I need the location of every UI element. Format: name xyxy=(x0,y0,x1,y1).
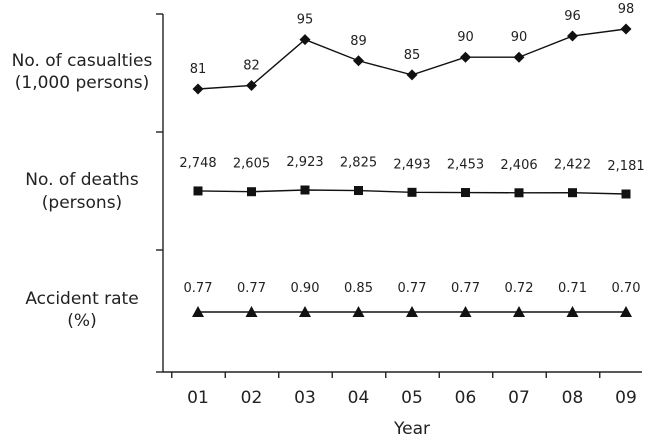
data-point-diamond xyxy=(620,23,632,35)
data-label: 82 xyxy=(243,58,260,73)
axes xyxy=(156,13,642,378)
series-label: No. of deaths xyxy=(25,170,139,190)
data-point-diamond xyxy=(567,30,578,42)
data-label: 95 xyxy=(297,13,314,28)
data-point-diamond xyxy=(246,79,257,91)
x-tick-label: 05 xyxy=(401,388,423,408)
data-point-square xyxy=(407,187,417,197)
x-tick-label: 03 xyxy=(294,388,316,408)
series-label: (%) xyxy=(67,311,96,331)
x-tick-label: 02 xyxy=(241,388,263,408)
data-label: 0.77 xyxy=(398,281,427,296)
data-point-diamond xyxy=(460,51,471,63)
x-tick-label: 09 xyxy=(615,388,637,408)
data-label: 96 xyxy=(564,9,581,24)
data-point-square xyxy=(621,189,631,199)
data-label: 2,748 xyxy=(179,156,216,171)
data-label: 89 xyxy=(350,34,367,49)
data-point-diamond xyxy=(299,34,311,46)
data-point-triangle xyxy=(406,306,418,317)
data-label: 81 xyxy=(190,62,207,77)
data-point-triangle xyxy=(513,306,525,317)
data-label: 0.90 xyxy=(291,281,320,296)
data-point-diamond xyxy=(406,69,418,81)
data-label: 2,605 xyxy=(233,157,270,172)
data-point-triangle xyxy=(192,306,204,317)
data-point-square xyxy=(461,188,470,198)
data-label: 2,825 xyxy=(340,156,377,171)
data-label: 2,422 xyxy=(554,158,591,173)
series-3: 0.77 0.77 0.90 0.85 0.77 0.77 0.72 0.71 0.70 xyxy=(184,281,641,317)
data-label: 0.85 xyxy=(344,281,373,296)
data-point-square xyxy=(300,185,310,195)
data-label: 90 xyxy=(457,30,474,45)
series-label: Accident rate xyxy=(25,289,138,309)
data-label: 2,493 xyxy=(393,157,430,172)
data-point-square xyxy=(354,186,363,196)
data-point-square xyxy=(514,188,524,198)
data-point-square xyxy=(568,188,577,198)
data-label: 2,181 xyxy=(607,159,644,174)
data-point-square xyxy=(247,187,256,197)
data-point-diamond xyxy=(353,55,364,67)
data-label: 2,453 xyxy=(447,158,484,173)
data-label: 0.77 xyxy=(237,281,266,296)
data-point-triangle xyxy=(620,306,632,317)
data-label: 0.77 xyxy=(451,281,480,296)
data-point-triangle xyxy=(566,306,579,317)
data-point-triangle xyxy=(352,306,365,317)
x-axis-title: Year xyxy=(393,419,430,439)
data-label: 98 xyxy=(618,2,635,17)
x-tick-label: 08 xyxy=(562,388,584,408)
series-label: (persons) xyxy=(42,193,122,213)
data-point-triangle xyxy=(299,306,311,317)
data-label: 85 xyxy=(404,48,421,63)
data-label: 2,923 xyxy=(286,155,323,170)
data-point-square xyxy=(193,186,203,196)
x-tick-label: 06 xyxy=(455,388,477,408)
data-point-triangle xyxy=(245,306,258,317)
row-labels: No. of casualties(1,000 persons) No. of d… xyxy=(12,51,153,331)
series-label: No. of casualties xyxy=(12,51,153,71)
series-1: 81 82 95 89 85 90 90 96 98 xyxy=(190,2,635,95)
data-point-diamond xyxy=(513,51,525,63)
x-tick-label: 04 xyxy=(348,388,370,408)
x-tick-label: 07 xyxy=(508,388,530,408)
data-point-diamond xyxy=(192,83,204,95)
data-label: 2,406 xyxy=(500,158,537,173)
data-label: 90 xyxy=(511,30,528,45)
data-label: 0.77 xyxy=(184,281,213,296)
data-label: 0.72 xyxy=(505,281,534,296)
series-2: 2,748 2,605 2,923 2,825 2,493 2,453 2,406 2,422… xyxy=(179,155,645,199)
data-point-triangle xyxy=(459,306,472,317)
x-tick-label: 01 xyxy=(187,388,209,408)
series-label: (1,000 persons) xyxy=(15,73,149,93)
data-label: 0.70 xyxy=(612,281,641,296)
x-axis-ticks: 01 02 03 04 05 06 07 08 09 xyxy=(187,388,637,408)
data-label: 0.71 xyxy=(558,281,587,296)
